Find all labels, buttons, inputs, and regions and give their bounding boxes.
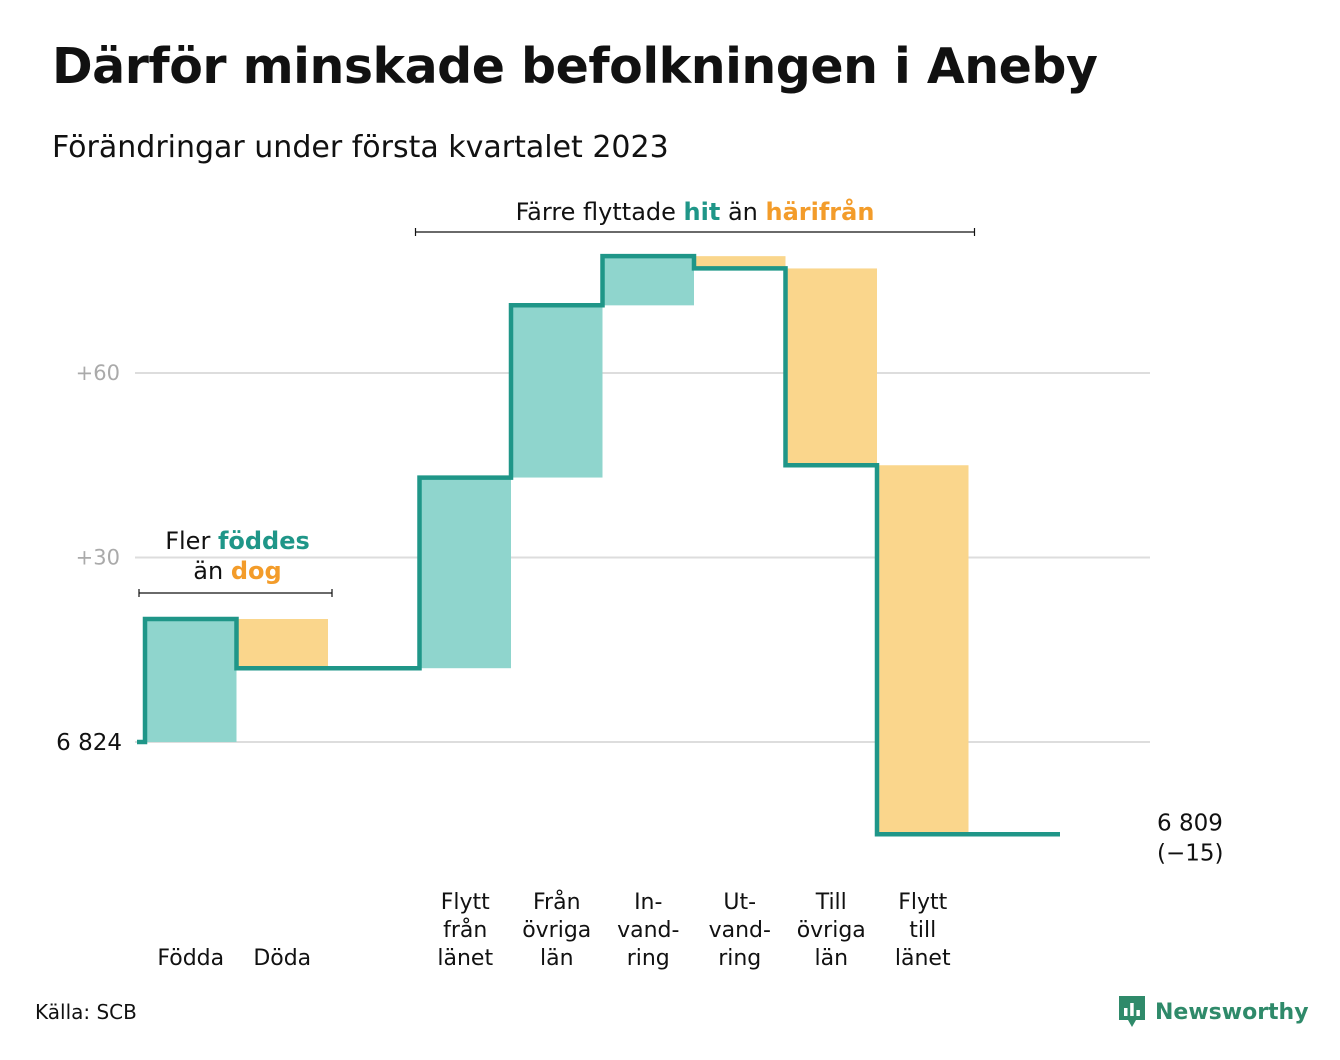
newsworthy-logo-icon (1119, 996, 1145, 1027)
x-category-label: län (814, 946, 848, 971)
end-change-label: (−15) (1157, 840, 1223, 866)
bar-inflow (602, 256, 694, 306)
annotation-births-line1-part: föddes (218, 527, 310, 555)
x-category-label: ring (718, 946, 761, 971)
x-category-label: Flytt (441, 890, 490, 915)
annotation-births-line1: Fler föddes (165, 527, 310, 555)
x-category-label: vand- (709, 918, 771, 943)
y-tick-label: +30 (76, 546, 120, 570)
x-category-label: In- (634, 890, 662, 915)
x-category-label: vand- (617, 918, 679, 943)
x-category-label: Från (533, 889, 581, 915)
x-category-label: övriga (522, 918, 591, 943)
annotation-migration-part: än (720, 198, 765, 226)
x-category-label: länet (895, 946, 951, 971)
x-category-label: Ut- (723, 890, 756, 915)
annotation-migration: Färre flyttade hit än härifrån (516, 197, 875, 226)
bar-outflow (694, 256, 786, 269)
x-category-label: Flytt (898, 890, 947, 915)
annotation-migration-part: Färre flyttade (516, 198, 684, 226)
bar-outflow (785, 268, 877, 466)
grid-layer (135, 372, 1150, 743)
y-tick-label: +60 (76, 361, 120, 385)
bar-outflow (877, 465, 969, 835)
annotation-births-line2-part: än (193, 557, 231, 585)
x-category-label: län (540, 946, 574, 971)
start-value-label: 6 824 (56, 730, 122, 756)
x-category-label: övriga (797, 918, 866, 943)
step-line-layer (137, 253, 1060, 837)
brand-name: Newsworthy (1155, 999, 1309, 1025)
bar-outflow (236, 619, 328, 669)
chart-subtitle: Förändringar under första kvartalet 2023 (52, 130, 669, 165)
annotation-migration-part: hit (684, 198, 721, 226)
x-category-label: länet (437, 946, 493, 971)
annotation-births-line1-part: Fler (165, 527, 218, 555)
annotation-births-line2-part: dog (231, 557, 282, 585)
x-category-label: Födda (157, 946, 224, 971)
source-note: Källa: SCB (35, 1000, 137, 1024)
end-value-label: 6 809 (1157, 810, 1223, 836)
x-category-label: Till (815, 890, 847, 915)
bar-layer (145, 256, 969, 835)
bar-inflow (419, 477, 511, 669)
x-category-label: ring (627, 946, 670, 971)
chart-title: Därför minskade befolkningen i Aneby (52, 38, 1098, 95)
brand-logo: Newsworthy (1117, 993, 1309, 1031)
bar-inflow (511, 305, 603, 478)
annotation-migration-part: härifrån (766, 197, 875, 226)
x-category-label: från (443, 917, 487, 943)
bar-inflow (145, 619, 237, 742)
x-category-label: Döda (253, 946, 311, 971)
cumulative-step-line (137, 253, 1060, 837)
annotation-births-line2: än dog (193, 557, 281, 585)
x-category-label: till (909, 918, 936, 943)
